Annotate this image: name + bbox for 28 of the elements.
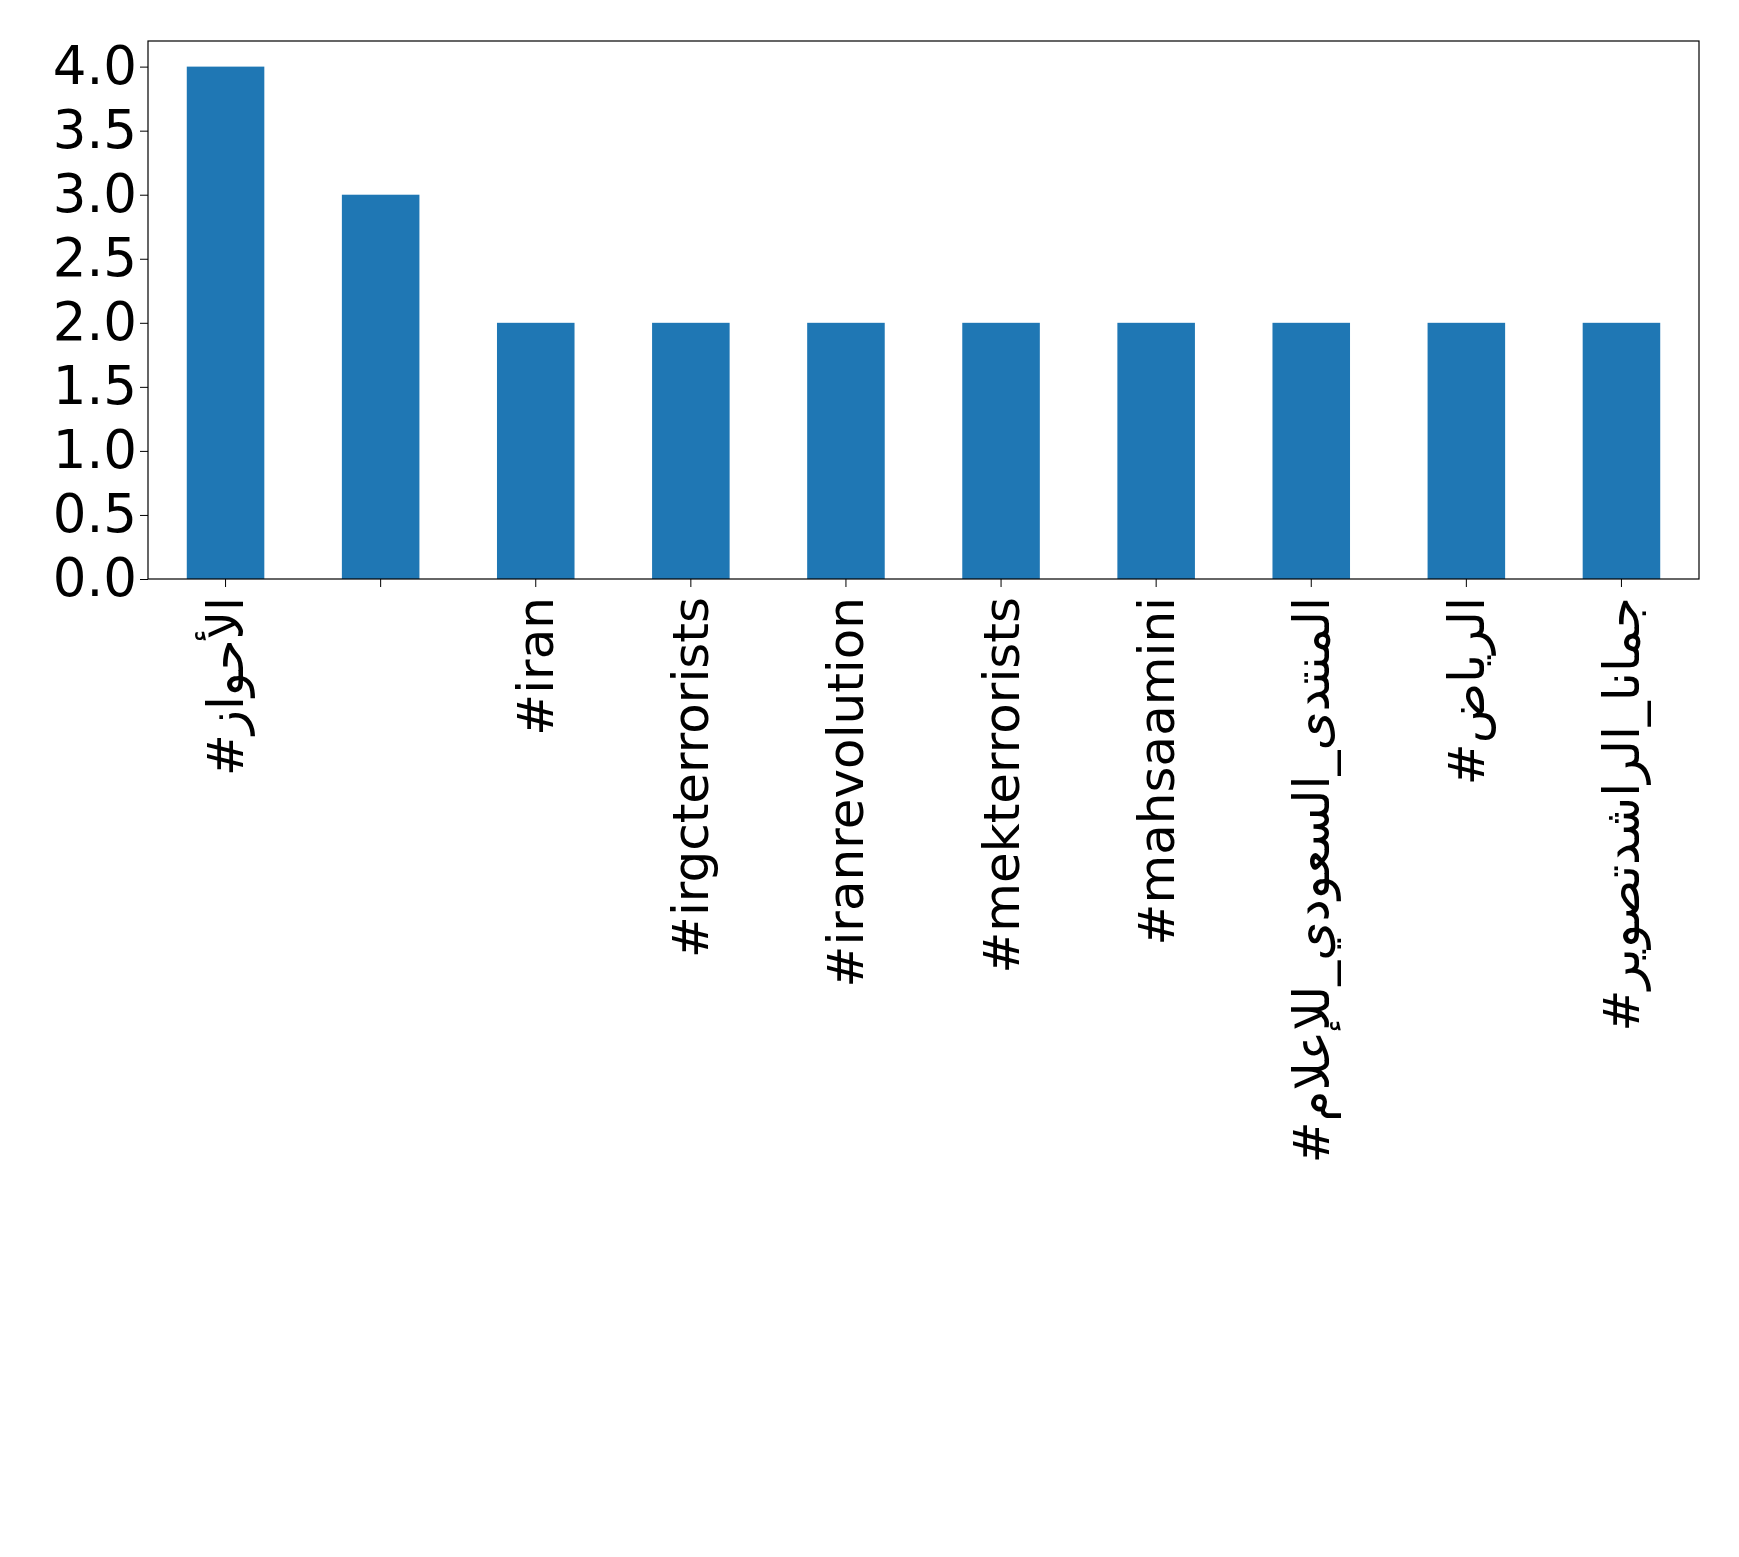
x-tick-label: #mekterrorists bbox=[972, 597, 1031, 974]
y-tick-label: 1.0 bbox=[52, 419, 137, 481]
x-tick-label: #iran bbox=[507, 597, 566, 736]
bar bbox=[186, 66, 265, 579]
x-tick-label: #الرياض bbox=[1437, 597, 1496, 786]
y-tick-label: 3.0 bbox=[52, 163, 137, 225]
bar bbox=[1272, 322, 1351, 579]
x-tick-label: #المنتدى_السعودي_للإعلام bbox=[1282, 597, 1341, 1164]
y-tick-label: 3.5 bbox=[52, 99, 137, 161]
bar bbox=[496, 322, 575, 579]
bar bbox=[962, 322, 1040, 579]
bar bbox=[807, 322, 885, 579]
x-tick-label: #الأحواز bbox=[195, 597, 256, 777]
bar bbox=[1117, 322, 1195, 579]
y-tick-label: 4.0 bbox=[52, 35, 137, 97]
y-tick-label: 0.0 bbox=[52, 547, 137, 609]
y-tick-label: 2.5 bbox=[52, 227, 137, 289]
y-tick-label: 1.5 bbox=[52, 355, 137, 417]
x-tick-label: #جمانا_الراشدتصوير bbox=[1592, 597, 1651, 1032]
bar bbox=[1427, 322, 1506, 579]
x-tick-label: #irgcterrorists bbox=[662, 597, 721, 958]
y-tick-label: 0.5 bbox=[52, 483, 137, 545]
bar bbox=[652, 322, 730, 579]
x-tick-label: #mahsaamini bbox=[1127, 597, 1186, 946]
y-tick-label: 2.0 bbox=[52, 291, 137, 353]
x-tick-label: #iranrevolution bbox=[817, 597, 876, 988]
bar bbox=[1582, 322, 1661, 579]
bar bbox=[341, 194, 420, 579]
